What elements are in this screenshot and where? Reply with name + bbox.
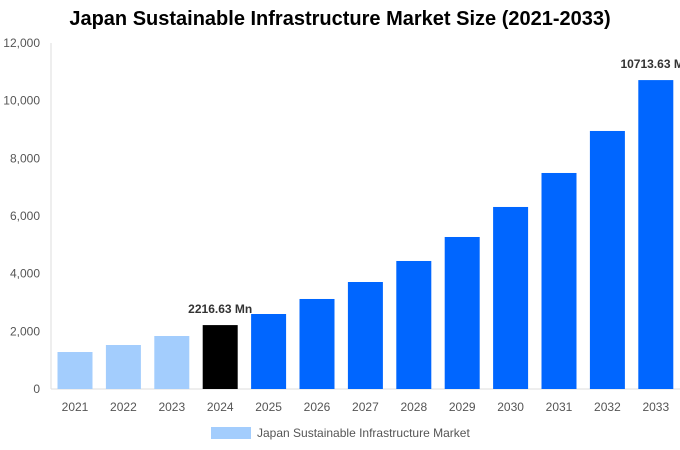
- bar-2030: [493, 206, 529, 389]
- chart-title: Japan Sustainable Infrastructure Market …: [69, 8, 611, 30]
- y-tick-label: 10,000: [3, 94, 40, 108]
- y-tick-label: 4,000: [10, 267, 40, 281]
- x-tick-label: 2031: [546, 400, 573, 414]
- y-tick-label: 6,000: [10, 209, 40, 223]
- x-tick-label: 2023: [158, 400, 185, 414]
- x-tick-label: 2021: [62, 400, 89, 414]
- bar-2022: [105, 345, 141, 389]
- bar-2029: [444, 236, 480, 389]
- bar-2025: [251, 314, 287, 389]
- x-tick-label: 2027: [352, 400, 379, 414]
- legend: Japan Sustainable Infrastructure Market: [211, 426, 470, 440]
- bar-2023: [154, 336, 190, 389]
- data-label-2024: 2216.63 Mn: [188, 302, 252, 316]
- x-tick-label: 2029: [449, 400, 476, 414]
- y-tick-label: 2,000: [10, 324, 40, 338]
- y-tick-label: 12,000: [3, 36, 40, 50]
- bar-2027: [347, 281, 383, 389]
- y-tick-label: 0: [33, 382, 40, 396]
- bar-2024: [202, 325, 238, 389]
- y-tick-label: 8,000: [10, 151, 40, 165]
- x-tick-label: 2028: [400, 400, 427, 414]
- x-tick-label: 2022: [110, 400, 137, 414]
- bar-2021: [57, 352, 93, 389]
- legend-swatch: [211, 427, 251, 439]
- bar-2026: [299, 298, 335, 389]
- data-label-2033: 10713.63 Mn: [620, 57, 680, 71]
- bar-2031: [541, 172, 577, 389]
- legend-label: Japan Sustainable Infrastructure Market: [257, 426, 470, 440]
- bar-2032: [589, 130, 625, 389]
- x-tick-label: 2030: [497, 400, 524, 414]
- x-tick-label: 2024: [207, 400, 234, 414]
- x-tick-label: 2033: [642, 400, 669, 414]
- bar-2028: [396, 260, 432, 389]
- x-tick-label: 2025: [255, 400, 282, 414]
- x-tick-label: 2026: [304, 400, 331, 414]
- x-tick-label: 2032: [594, 400, 621, 414]
- bar-2033: [638, 80, 674, 389]
